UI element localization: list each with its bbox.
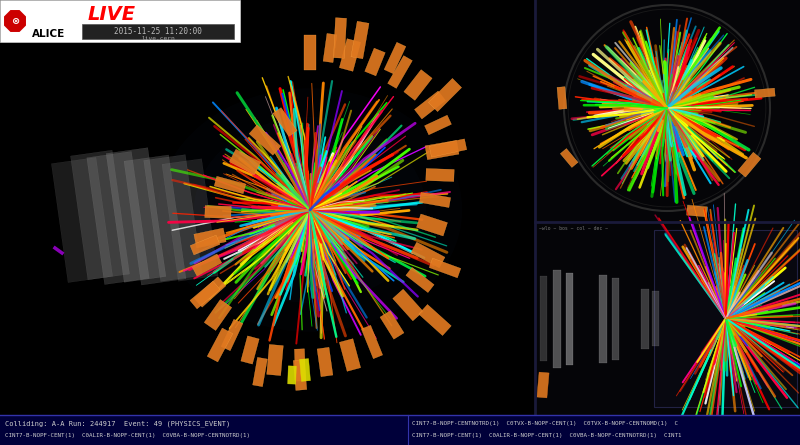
Bar: [214, 176, 246, 194]
Bar: [162, 159, 218, 281]
Bar: [425, 115, 451, 135]
Bar: [294, 349, 306, 381]
Bar: [190, 281, 220, 309]
Bar: [425, 140, 459, 160]
Bar: [417, 214, 447, 236]
Bar: [414, 91, 446, 119]
Bar: [339, 339, 361, 371]
Bar: [106, 148, 166, 282]
Bar: [87, 151, 149, 284]
Text: CINT7-B-NOPF-CENT(1)  C0ALIR-B-NOPF-CENT(1)  C0VBA-B-NOPF-CENTNOTRD(1)  CINT1: CINT7-B-NOPF-CENT(1) C0ALIR-B-NOPF-CENT(…: [412, 433, 682, 437]
Bar: [380, 311, 404, 339]
Bar: [253, 357, 267, 387]
Bar: [51, 158, 113, 283]
Bar: [266, 344, 283, 376]
Bar: [0, 0, 240, 42]
Bar: [362, 325, 382, 359]
Bar: [241, 336, 259, 364]
Text: 2015-11-25 11:20:00: 2015-11-25 11:20:00: [114, 27, 202, 36]
Bar: [754, 88, 775, 98]
Bar: [557, 87, 567, 109]
Bar: [288, 366, 296, 384]
Bar: [190, 235, 220, 255]
Bar: [535, 222, 800, 415]
Bar: [82, 24, 234, 39]
Bar: [651, 291, 658, 346]
Bar: [207, 328, 233, 362]
Bar: [294, 360, 306, 390]
Bar: [611, 278, 618, 360]
Bar: [535, 0, 800, 222]
Bar: [430, 139, 466, 157]
Bar: [0, 415, 800, 445]
Bar: [388, 56, 412, 89]
Bar: [317, 347, 333, 377]
Bar: [599, 275, 607, 363]
Bar: [194, 228, 226, 248]
Bar: [205, 206, 231, 218]
Bar: [351, 21, 369, 59]
Bar: [204, 299, 232, 331]
Bar: [323, 33, 337, 63]
Bar: [393, 289, 423, 321]
Bar: [738, 152, 761, 177]
Bar: [384, 42, 406, 74]
Bar: [553, 270, 561, 368]
Bar: [641, 288, 649, 348]
Bar: [411, 242, 445, 268]
Ellipse shape: [238, 152, 382, 268]
Bar: [230, 149, 261, 175]
Bar: [365, 48, 386, 76]
Bar: [70, 150, 130, 280]
Bar: [339, 39, 361, 71]
Text: ⊗: ⊗: [11, 16, 19, 26]
Bar: [192, 254, 222, 276]
Bar: [418, 304, 451, 336]
Bar: [404, 70, 432, 100]
Text: LIVE: LIVE: [88, 5, 136, 24]
Text: CINT7-B-NOPF-CENTNOTRD(1)  C0TVX-B-NOPF-CENT(1)  C0TVX-B-NOPF-CENTNOMD(1)  C: CINT7-B-NOPF-CENTNOTRD(1) C0TVX-B-NOPF-C…: [412, 421, 678, 426]
Text: live.cern: live.cern: [141, 36, 175, 40]
Bar: [273, 108, 297, 136]
Bar: [654, 230, 798, 407]
Text: CINT7-B-NOPF-CENT(1)  C0ALIR-B-NOPF-CENT(1)  C0VBA-B-NOPF-CENTNOTRD(1): CINT7-B-NOPF-CENT(1) C0ALIR-B-NOPF-CENT(…: [5, 433, 250, 438]
Ellipse shape: [194, 117, 426, 303]
Bar: [537, 372, 549, 398]
Ellipse shape: [158, 88, 462, 332]
Bar: [334, 18, 346, 58]
Bar: [429, 258, 461, 278]
Bar: [428, 78, 462, 112]
Bar: [124, 155, 186, 285]
Bar: [539, 276, 546, 361]
Bar: [686, 205, 707, 217]
Bar: [560, 149, 578, 167]
Bar: [419, 193, 450, 207]
Bar: [299, 359, 310, 381]
Bar: [194, 277, 226, 307]
Bar: [406, 267, 434, 292]
Bar: [144, 155, 202, 281]
Text: ~wlo ~ bos ~ col ~ dec ~: ~wlo ~ bos ~ col ~ dec ~: [539, 227, 608, 231]
Text: ALICE: ALICE: [32, 29, 66, 39]
Bar: [304, 35, 316, 69]
Bar: [426, 169, 454, 182]
Text: Colliding: A-A Run: 244917  Event: 49 (PHYSICS_EVENT): Colliding: A-A Run: 244917 Event: 49 (PH…: [5, 421, 230, 427]
Bar: [221, 320, 243, 351]
Bar: [566, 272, 573, 364]
Bar: [249, 125, 281, 155]
